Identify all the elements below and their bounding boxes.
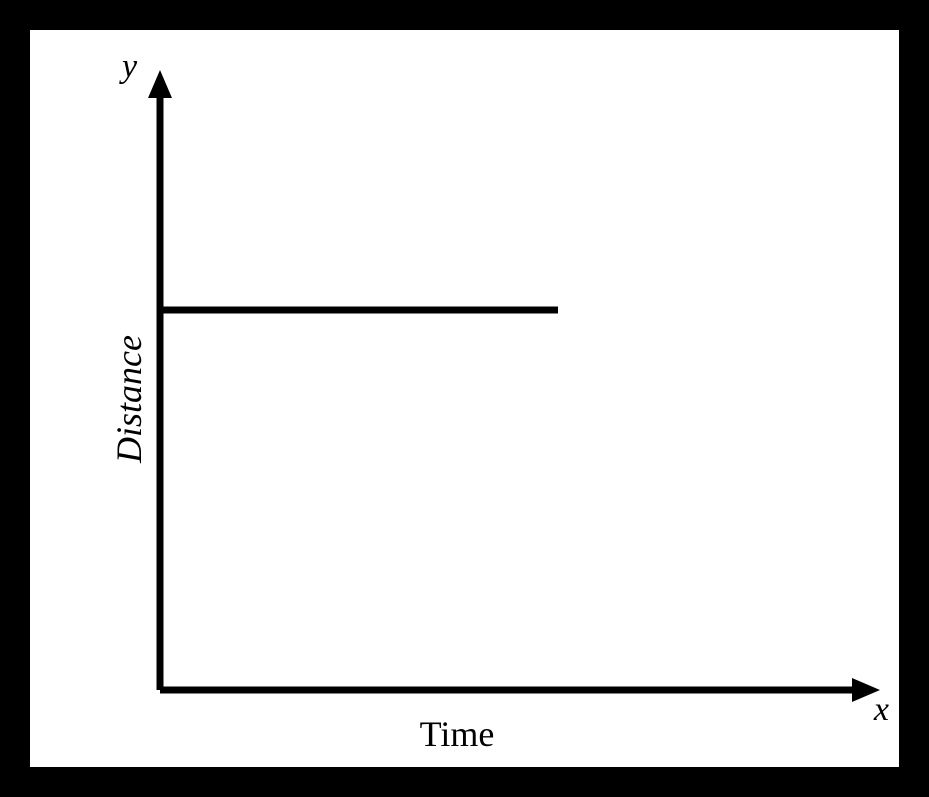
chart-container: y x Distance Time (30, 30, 899, 767)
chart-frame: y x Distance Time (0, 0, 929, 797)
y-axis-symbol: y (122, 48, 137, 86)
y-axis-label: Distance (108, 335, 150, 463)
x-axis-label: Time (420, 713, 495, 755)
y-axis-arrowhead (148, 70, 172, 98)
chart-svg (30, 30, 899, 767)
x-axis-symbol: x (874, 691, 889, 729)
